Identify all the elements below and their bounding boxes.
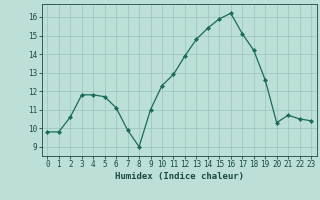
X-axis label: Humidex (Indice chaleur): Humidex (Indice chaleur) — [115, 172, 244, 181]
